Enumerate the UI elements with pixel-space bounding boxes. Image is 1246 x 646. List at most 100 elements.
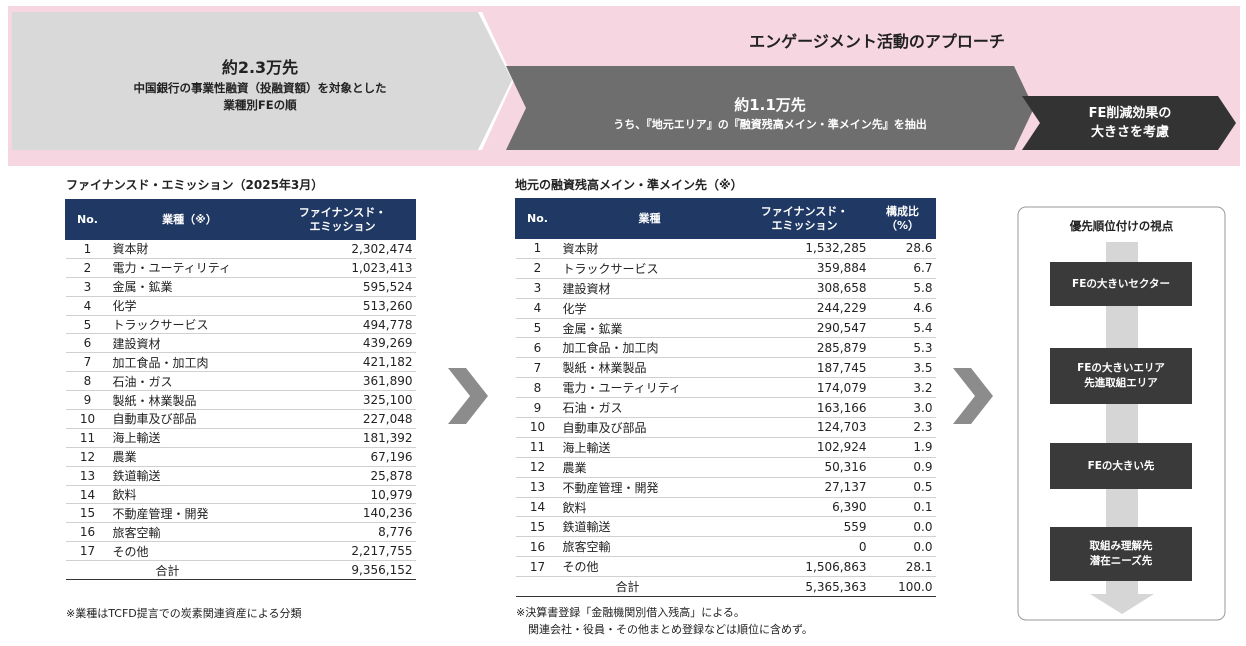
cell: 加工食品・加工肉 (109, 352, 270, 373)
cell: 1.9 (869, 437, 936, 458)
cell: 27,137 (739, 477, 870, 498)
step2-line: うち、『地元エリア』の『融資残高メイン・準メイン先』を抽出 (613, 118, 927, 131)
row: 5 トラックサービス 494,778 (65, 315, 416, 335)
cell: 10 (515, 417, 560, 438)
cell: 17 (515, 556, 560, 578)
cell: 559 (739, 516, 870, 538)
header-line: エミッション (309, 219, 376, 233)
header-cell: 構成比 （%） (869, 198, 936, 239)
header-line: 業種（※） (162, 212, 217, 226)
cell: 163,166 (739, 397, 870, 419)
cell: 140,236 (269, 503, 416, 524)
header-line: No. (527, 211, 548, 225)
cell: 農業 (109, 447, 270, 467)
cell: 不動産管理・開発 (109, 503, 270, 524)
cell: 建設資材 (109, 333, 270, 354)
cell: 361,890 (269, 371, 416, 392)
cell: 3 (515, 278, 560, 299)
header-cell: 業種 (559, 198, 740, 239)
cell: 14 (515, 497, 560, 518)
cell: 1 (65, 239, 110, 259)
cell: 285,879 (739, 337, 870, 359)
cell: 製紙・林業製品 (559, 357, 740, 379)
cell: 0.1 (869, 497, 936, 518)
cell: 8 (65, 371, 110, 392)
cell: 0 (739, 536, 870, 558)
cell: トラックサービス (109, 315, 270, 335)
priority-line: FEの大きい先 (1087, 459, 1155, 472)
cell: 1,506,863 (739, 556, 870, 578)
cell: 187,745 (739, 357, 870, 379)
cell: 50,316 (739, 457, 870, 478)
cell: 化学 (559, 298, 740, 319)
header-line: 業種 (638, 211, 661, 225)
cell: 加工食品・加工肉 (559, 337, 740, 359)
total-row: 合計 9,356,152 (65, 560, 416, 581)
cell: 11 (65, 428, 110, 448)
cell: 2 (65, 258, 110, 278)
header-line: ファイナンスド・ (298, 205, 387, 219)
note-line: ※決算書登録「金融機関別借入残高」による。 (516, 606, 745, 619)
cell: 181,392 (269, 428, 416, 448)
cell: 595,524 (269, 277, 416, 297)
cell: 6 (65, 333, 110, 354)
table2: No. 業種 ファイナンスド・ エミッション 構成比 （%） 1 資本財 1,532,285 28… (515, 198, 936, 598)
cell: 14 (65, 485, 110, 505)
cell: 3.2 (869, 377, 936, 399)
cell: 290,547 (739, 318, 870, 339)
row: 10 自動車及び部品 227,048 (65, 409, 416, 429)
cell: 1,532,285 (739, 238, 870, 259)
cell: 2,302,474 (269, 239, 416, 259)
row: 1 資本財 1,532,285 28.6 (515, 238, 936, 259)
cell: 旅客空輸 (109, 522, 270, 543)
row: 9 石油・ガス 163,166 3.0 (515, 397, 936, 419)
cell: 28.1 (869, 556, 936, 578)
cell: 化学 (109, 296, 270, 316)
priority-item: FEの大きい先 (1050, 443, 1192, 489)
cell: 421,182 (269, 352, 416, 373)
banner-title: エンゲージメント活動のアプローチ (749, 32, 1005, 51)
header-row: No. 業種（※） ファイナンスド・ エミッション (65, 199, 416, 240)
header-line: エミッション (771, 218, 838, 232)
cell: 1 (515, 238, 560, 259)
header-cell: 業種（※） (109, 199, 270, 240)
step3-arrow (1022, 96, 1236, 150)
chevron (448, 368, 488, 424)
row: 14 飲料 6,390 0.1 (515, 497, 936, 518)
cell: 資本財 (109, 239, 270, 259)
row: 8 石油・ガス 361,890 (65, 371, 416, 392)
total-cell: 合計 (515, 576, 740, 598)
cell: 建設資材 (559, 278, 740, 299)
row: 13 不動産管理・開発 27,137 0.5 (515, 477, 936, 498)
row: 17 その他 2,217,755 (65, 541, 416, 562)
cell: 旅客空輸 (559, 536, 740, 558)
row: 16 旅客空輸 0 0.0 (515, 536, 936, 558)
row: 7 加工食品・加工肉 421,182 (65, 352, 416, 373)
cell: 7 (515, 357, 560, 379)
cell: 12 (515, 457, 560, 478)
table1-title: ファイナンスド・エミッション（2025年3月） (66, 178, 324, 192)
header-line: （%） (885, 218, 920, 232)
cell: 海上輸送 (109, 428, 270, 448)
cell: 飲料 (109, 485, 270, 505)
cell: 174,079 (739, 377, 870, 399)
cell: 5.4 (869, 318, 936, 339)
cell: 8,776 (269, 522, 416, 543)
cell: 自動車及び部品 (559, 417, 740, 438)
header-line: 構成比 (886, 204, 919, 218)
cell: 17 (65, 541, 110, 562)
step1-line: 業種別FEの順 (223, 98, 297, 112)
total-row: 合計 5,365,363 100.0 (515, 576, 936, 598)
chevron (953, 368, 993, 424)
row: 13 鉄道輸送 25,878 (65, 466, 416, 486)
note-line: 関連会社・役員・その他まとめ登録などは順位に含めず。 (528, 623, 813, 636)
table2-notes: ※決算書登録「金融機関別借入残高」による。関連会社・役員・その他まとめ登録などは… (516, 604, 813, 638)
row: 4 化学 513,260 (65, 296, 416, 316)
cell: 10 (65, 409, 110, 429)
cell: 13 (515, 477, 560, 498)
cell: 飲料 (559, 497, 740, 518)
cell: トラックサービス (559, 258, 740, 279)
cell: 513,260 (269, 296, 416, 316)
cell: 10,979 (269, 485, 416, 505)
